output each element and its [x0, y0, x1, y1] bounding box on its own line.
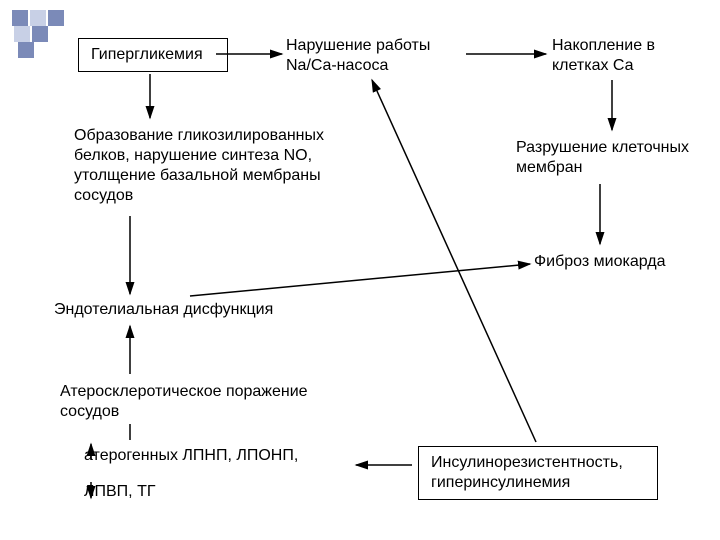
node-lipoproteins-down: ЛПВП, ТГ: [84, 482, 234, 502]
node-fibrosis: Фиброз миокарда: [534, 252, 714, 272]
deco-square: [32, 26, 48, 42]
deco-square: [12, 10, 28, 26]
node-lipoproteins-up: атерогенных ЛПНП, ЛПОНП,: [84, 446, 384, 466]
node-atherosclerosis: Атеросклеротическое поражение сосудов: [60, 382, 340, 422]
node-glycosylation: Образование гликозилированных белков, на…: [74, 126, 374, 206]
node-membrane-destruction: Разрушение клеточных мембран: [516, 138, 706, 178]
deco-square: [30, 10, 46, 26]
deco-square: [18, 42, 34, 58]
deco-square: [48, 10, 64, 26]
node-endothelial: Эндотелиальная дисфункция: [54, 300, 314, 320]
node-hyperglycemia: Гипергликемия: [78, 38, 228, 72]
deco-square: [14, 26, 30, 42]
node-pump-disruption: Нарушение работы Na/Ca-насоса: [286, 36, 466, 76]
node-ca-accumulation: Накопление в клетках Са: [552, 36, 692, 76]
node-insulin-resistance: Инсулинорезистентность, гиперинсулинемия: [418, 446, 658, 500]
